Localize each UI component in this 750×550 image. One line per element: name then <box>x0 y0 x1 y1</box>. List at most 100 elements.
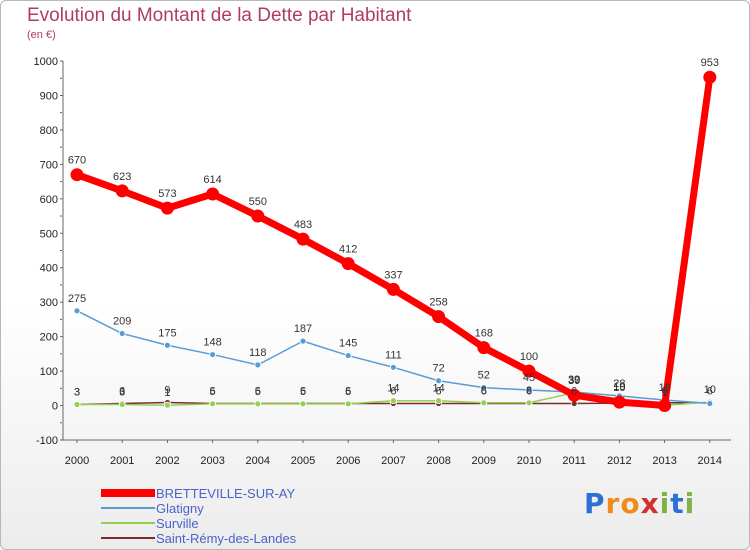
data-point <box>389 363 397 371</box>
data-point <box>567 388 581 402</box>
data-point <box>658 399 672 413</box>
data-label: 6 <box>345 385 351 397</box>
data-point <box>341 257 355 271</box>
data-label: 148 <box>203 337 221 349</box>
data-point <box>432 310 446 324</box>
y-tick-label: 300 <box>40 297 58 309</box>
y-tick-label: 1000 <box>34 56 58 68</box>
data-point <box>70 168 84 182</box>
data-point <box>522 364 536 378</box>
data-label: 100 <box>520 351 538 363</box>
x-tick-label: 2013 <box>652 455 676 467</box>
x-tick-label: 2011 <box>562 455 586 467</box>
data-label: 6 <box>119 385 125 397</box>
data-label: 6 <box>210 385 216 397</box>
x-tick-label: 2006 <box>336 455 360 467</box>
legend-swatch <box>101 522 155 524</box>
x-tick-label: 2001 <box>110 455 134 467</box>
x-tick-label: 2014 <box>698 455 722 467</box>
x-tick-label: 2003 <box>200 455 224 467</box>
data-label: 573 <box>158 188 176 200</box>
x-tick-label: 2000 <box>65 455 89 467</box>
data-label: 72 <box>432 363 444 375</box>
data-label: 614 <box>203 174 221 186</box>
data-label: 209 <box>113 316 131 328</box>
data-point <box>73 307 81 315</box>
y-tick-label: 900 <box>40 90 58 102</box>
data-point <box>435 377 443 385</box>
data-point <box>163 401 171 409</box>
data-label: 175 <box>158 327 176 339</box>
x-tick-label: 2010 <box>517 455 541 467</box>
x-tick-label: 2005 <box>291 455 315 467</box>
data-label: 6 <box>436 385 442 397</box>
data-point <box>118 401 126 408</box>
x-tick-label: 2002 <box>155 455 179 467</box>
data-label: 1 <box>662 387 668 399</box>
data-label: 52 <box>478 370 490 382</box>
y-tick-label: 0 <box>52 401 58 413</box>
x-tick-label: 2009 <box>472 455 496 467</box>
data-label: 412 <box>339 244 357 256</box>
y-tick-label: 200 <box>40 332 58 344</box>
data-label: 6 <box>255 385 261 397</box>
data-label: 6 <box>481 385 487 397</box>
data-label: 275 <box>68 293 86 305</box>
legend-label: Glatigny <box>156 501 204 516</box>
data-label: 6 <box>390 385 396 397</box>
data-label: 6 <box>707 385 713 397</box>
legend-swatch <box>101 489 155 497</box>
data-label: 953 <box>701 57 719 69</box>
data-label: 5 <box>255 386 261 398</box>
logo-letter: i <box>659 487 671 520</box>
logo-letter: o <box>620 487 641 520</box>
data-point <box>344 352 352 359</box>
y-tick-label: -100 <box>36 435 58 447</box>
data-point <box>299 337 307 345</box>
data-label: 19 <box>613 381 625 393</box>
data-point <box>612 395 626 409</box>
data-label: 168 <box>475 328 493 340</box>
data-point <box>209 351 217 358</box>
data-label: 5 <box>345 386 351 398</box>
data-label: 145 <box>339 338 357 350</box>
data-point <box>480 384 488 392</box>
data-point <box>296 232 310 246</box>
legend-label: Saint-Rémy-des-Landes <box>156 531 297 546</box>
logo-letter: r <box>605 487 621 520</box>
data-point <box>160 201 174 215</box>
data-label: 8 <box>481 385 487 397</box>
logo-letter: x <box>640 487 660 520</box>
data-label: 1 <box>164 387 170 399</box>
data-label: 3 <box>119 387 125 399</box>
data-label: 623 <box>113 171 131 183</box>
data-point <box>703 70 717 84</box>
y-tick-label: 400 <box>40 263 58 275</box>
data-label: 10 <box>613 382 625 394</box>
y-tick-label: 800 <box>40 125 58 137</box>
data-label: 3 <box>74 387 80 399</box>
data-label: 14 <box>432 383 444 395</box>
data-label: 187 <box>294 323 312 335</box>
logo-letter: P <box>584 487 606 520</box>
data-label: 337 <box>384 269 402 281</box>
data-label: 550 <box>249 196 267 208</box>
data-label: 5 <box>300 386 306 398</box>
data-label: 111 <box>385 349 402 361</box>
data-label: 30 <box>568 375 580 387</box>
data-point <box>206 187 220 201</box>
y-tick-label: 500 <box>40 228 58 240</box>
data-label: 16 <box>658 382 670 394</box>
legend-swatch <box>101 507 155 509</box>
data-point <box>706 400 714 407</box>
data-label: 28 <box>613 378 625 390</box>
data-label: 670 <box>68 155 86 167</box>
data-label: 37 <box>568 375 580 387</box>
legend-label: Surville <box>156 516 199 531</box>
data-label: 9 <box>164 384 170 396</box>
data-label: 5 <box>210 386 216 398</box>
x-tick-label: 2008 <box>426 455 450 467</box>
data-label: 118 <box>249 347 267 359</box>
